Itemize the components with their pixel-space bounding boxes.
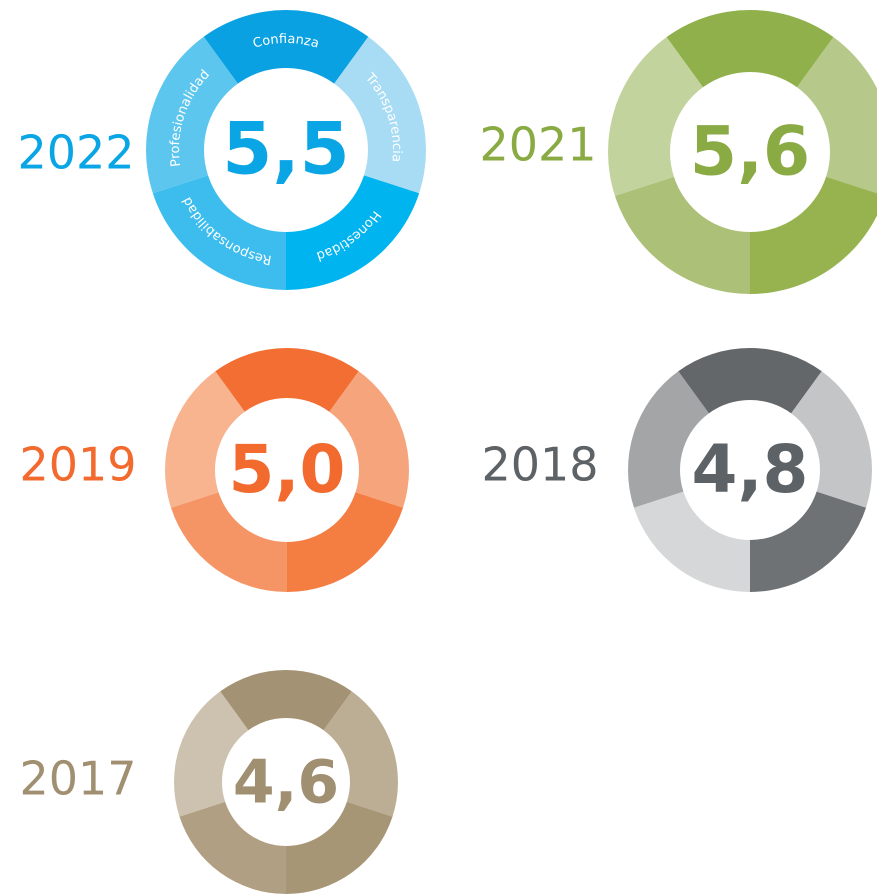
donut-segment [286,175,420,290]
donut-segment [750,176,877,294]
donut-segment [286,801,393,894]
donut-segment [145,36,238,194]
score: 5,0 [229,431,346,508]
donut-segment [334,36,426,194]
donut-segment [203,9,369,84]
donut-segment [323,691,399,817]
donut-segment [666,10,834,88]
donut-segment [179,801,286,894]
donut-group: 4,8 2018 [481,348,872,592]
donut-segment [152,175,286,290]
donut-segment [220,670,352,731]
score: 4,6 [233,748,339,818]
donut-segment [614,176,750,294]
segment-label-path: Confianza [251,32,320,52]
donut-group: 4,6 2017 [19,670,399,894]
donut-segment [633,491,750,592]
donut-segment [678,348,822,414]
year-label: 2018 [481,438,598,492]
donut-segment [607,37,703,196]
donut-segment [628,371,709,508]
score: 5,5 [222,107,350,191]
year-label: 2022 [17,126,134,180]
score: 4,8 [692,431,809,508]
segment-label: Confianza [251,32,320,52]
year-label: 2017 [19,752,136,806]
year-label: 2021 [479,118,596,172]
donut-segment [173,691,249,817]
donut-group: 5,0 2019 [19,347,409,592]
year-label: 2019 [19,438,136,492]
donut-segment [170,492,287,592]
donut-group: ConfianzaTransparenciaHonestidadResponsa… [17,9,426,290]
donut-segment [165,371,245,508]
donut-segment [750,491,867,592]
donut-segment [791,371,872,508]
donut-segment [329,371,409,508]
donut-segment [215,347,359,412]
donut-group: 5,6 2021 [479,10,877,294]
score: 5,6 [690,113,810,192]
donut-segment [287,492,404,592]
donut-segment [797,37,877,194]
